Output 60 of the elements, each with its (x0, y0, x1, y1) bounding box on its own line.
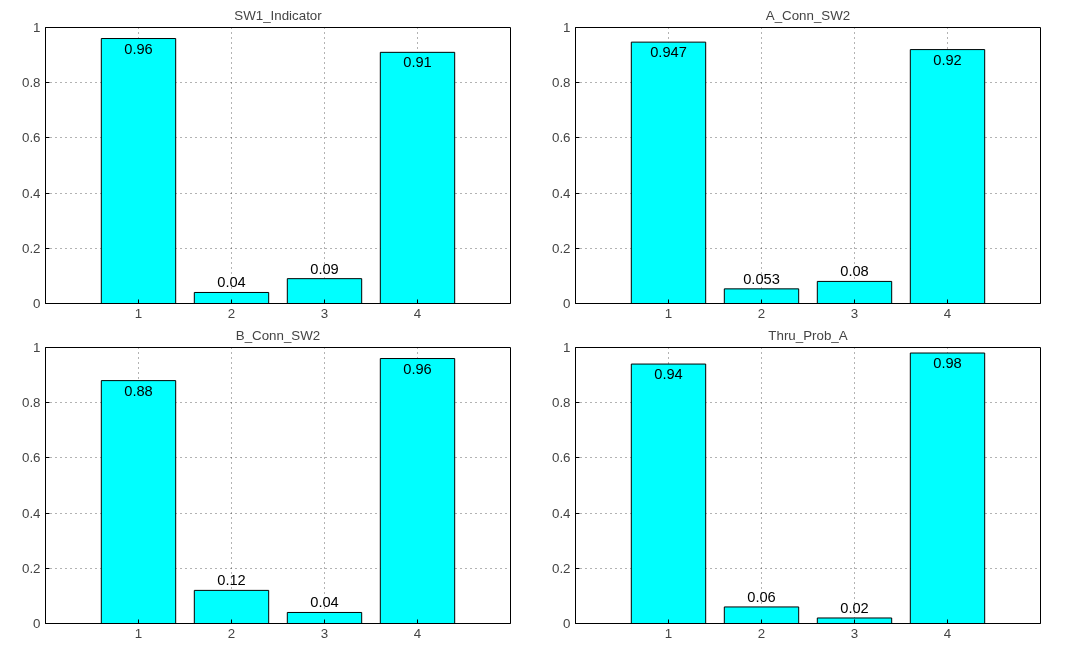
x-tick-label: 1 (134, 625, 143, 641)
y-tick-label: 0.4 (21, 185, 42, 201)
y-tick-label: 1 (33, 340, 41, 355)
x-tick-label: 4 (943, 305, 952, 321)
data-label: 0.09 (310, 260, 339, 277)
data-label: 0.91 (403, 54, 432, 71)
y-tick-label: 0.4 (551, 185, 572, 201)
x-tick-label: 1 (664, 305, 673, 321)
y-tick-label: 0 (33, 296, 41, 311)
data-label: 0.98 (933, 355, 962, 372)
y-tick-label: 0.2 (21, 240, 41, 256)
x-tick-label: 2 (227, 625, 236, 641)
x-tick-label: 2 (757, 305, 766, 321)
y-tick-label: 0.2 (551, 560, 571, 576)
chart-title: Thru_Prob_A (768, 327, 848, 343)
x-tick-label: 4 (413, 625, 422, 641)
chart-title: B_Conn_SW2 (235, 327, 321, 343)
x-tick-label: 4 (413, 305, 422, 321)
x-tick-label: 4 (943, 625, 952, 641)
x-tick-label: 2 (227, 305, 236, 321)
data-label: 0.04 (217, 274, 246, 291)
data-label: 0.94 (654, 366, 683, 383)
y-tick-label: 0.8 (21, 395, 41, 411)
y-tick-label: 0.8 (21, 75, 41, 91)
data-label: 0.96 (124, 40, 153, 57)
x-tick-label: 3 (850, 305, 859, 321)
data-label: 0.08 (840, 263, 869, 280)
y-tick-label: 0.6 (551, 130, 571, 146)
y-tick-label: 0 (563, 616, 571, 631)
y-tick-label: 1 (563, 340, 571, 355)
x-tick-label: 1 (134, 305, 143, 321)
x-tick-label: 2 (757, 625, 766, 641)
y-tick-label: 1 (33, 20, 41, 35)
chart-title: SW1_Indicator (234, 7, 323, 23)
y-tick-label: 0.4 (21, 505, 42, 521)
data-label: 0.04 (310, 594, 339, 611)
data-label: 0.12 (217, 572, 246, 589)
y-tick-label: 0.2 (551, 240, 571, 256)
y-tick-label: 0.8 (551, 75, 571, 91)
data-label: 0.947 (650, 44, 687, 61)
data-label: 0.06 (747, 588, 776, 605)
y-tick-label: 0.8 (551, 395, 571, 411)
y-tick-label: 0 (33, 616, 41, 631)
y-tick-label: 0.4 (551, 505, 572, 521)
y-tick-label: 1 (563, 20, 571, 35)
y-tick-label: 0.6 (551, 450, 571, 466)
data-label: 0.02 (840, 599, 869, 616)
y-tick-label: 0.2 (21, 560, 41, 576)
data-label: 0.96 (403, 360, 432, 377)
chart-title: A_Conn_SW2 (765, 7, 851, 23)
y-tick-label: 0.6 (21, 130, 41, 146)
data-label: 0.053 (743, 270, 780, 287)
x-tick-label: 3 (320, 305, 329, 321)
x-tick-label: 3 (850, 625, 859, 641)
data-label: 0.88 (124, 382, 153, 399)
x-tick-label: 3 (320, 625, 329, 641)
x-tick-label: 1 (664, 625, 673, 641)
y-tick-label: 0.6 (21, 450, 41, 466)
y-tick-label: 0 (563, 296, 571, 311)
data-label: 0.92 (933, 51, 962, 68)
